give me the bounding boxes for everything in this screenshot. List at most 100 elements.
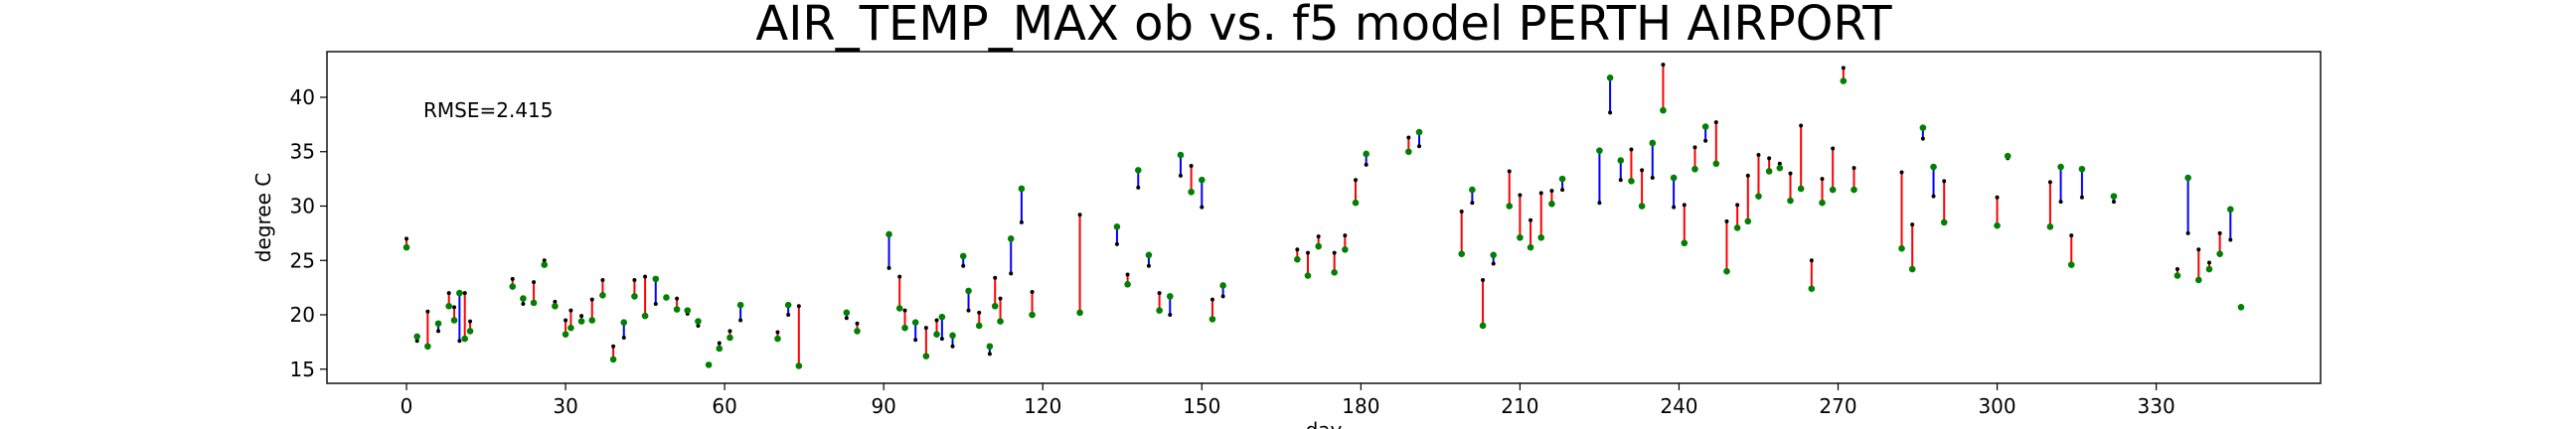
- ob-point: [684, 307, 692, 314]
- model-point: [1406, 135, 1411, 140]
- model-point: [1538, 191, 1543, 196]
- ob-point: [2227, 206, 2234, 214]
- ob-point: [1188, 188, 1195, 196]
- ob-point: [1548, 201, 1555, 208]
- ob-point: [2067, 261, 2075, 268]
- model-point: [2206, 260, 2211, 265]
- ob-point: [1596, 147, 1603, 154]
- ob-point: [1506, 203, 1514, 210]
- model-point: [961, 263, 966, 268]
- model-point: [1910, 222, 1915, 227]
- ob-point: [2057, 163, 2064, 171]
- y-tick-label: 20: [290, 303, 315, 327]
- ob-point: [1134, 167, 1142, 174]
- ob-point: [1723, 267, 1730, 275]
- model-point: [1077, 213, 1082, 217]
- ob-point: [843, 309, 851, 317]
- ob-point: [716, 345, 724, 353]
- ob-point: [1113, 223, 1121, 230]
- ob-point: [541, 261, 549, 268]
- model-point: [468, 319, 473, 324]
- x-tick-label: 270: [1819, 394, 1856, 418]
- ob-point: [1315, 242, 1322, 250]
- y-tick-label: 30: [290, 195, 315, 218]
- model-point: [2217, 230, 2222, 235]
- ob-point: [562, 331, 569, 339]
- model-point: [923, 326, 928, 331]
- model-point: [1703, 138, 1708, 143]
- model-point: [1852, 166, 1856, 171]
- ob-point: [1294, 255, 1301, 263]
- ob-point: [1712, 160, 1720, 168]
- ob-point: [1177, 151, 1185, 159]
- model-point: [717, 341, 722, 346]
- ob-point: [1797, 185, 1805, 193]
- model-point: [452, 305, 457, 310]
- ob-point: [1166, 293, 1174, 300]
- model-point: [2174, 267, 2179, 272]
- model-point: [2185, 230, 2190, 235]
- x-tick-label: 240: [1660, 394, 1697, 418]
- ob-point: [1018, 185, 1026, 193]
- model-point: [1899, 170, 1904, 175]
- ob-point: [631, 293, 638, 300]
- model-point: [675, 296, 680, 301]
- ob-point: [1787, 197, 1794, 205]
- model-point: [414, 339, 419, 344]
- ob-point: [652, 275, 660, 283]
- model-point: [621, 336, 626, 341]
- ob-point: [726, 334, 733, 342]
- model-point: [1343, 233, 1348, 238]
- model-point: [1920, 136, 1925, 141]
- ob-point: [641, 312, 649, 320]
- ob-point: [2078, 165, 2086, 173]
- ob-point: [1755, 193, 1762, 200]
- model-point: [404, 236, 409, 241]
- model-point: [1209, 297, 1214, 302]
- ob-point: [1649, 139, 1657, 147]
- model-point: [521, 302, 526, 307]
- model-point: [1618, 178, 1623, 183]
- model-point: [1316, 234, 1321, 239]
- ob-point: [599, 291, 606, 299]
- model-point: [632, 277, 637, 282]
- ob-point: [1765, 168, 1773, 175]
- model-point: [1777, 161, 1782, 166]
- ob-point: [1681, 239, 1689, 247]
- ob-point: [1660, 106, 1667, 114]
- model-point: [1364, 162, 1368, 167]
- model-point: [2079, 195, 2084, 200]
- model-point: [1518, 193, 1523, 198]
- ob-point: [530, 299, 538, 307]
- ob-point: [1331, 269, 1338, 276]
- x-tick-label: 150: [1183, 394, 1220, 418]
- ob-point: [933, 331, 940, 339]
- ob-point: [695, 318, 702, 325]
- model-point: [1030, 290, 1035, 295]
- ob-point: [959, 252, 967, 260]
- model-point: [1995, 195, 2000, 200]
- x-tick-label: 300: [1978, 394, 2015, 418]
- model-point: [1354, 178, 1359, 183]
- ob-point: [2205, 265, 2213, 273]
- model-point: [1009, 271, 1014, 276]
- ob-point: [1638, 203, 1646, 210]
- ob-point: [567, 324, 574, 332]
- model-point: [600, 277, 605, 282]
- ob-point: [975, 322, 983, 330]
- model-point: [1682, 203, 1687, 208]
- ob-point: [1628, 178, 1635, 185]
- model-point: [532, 280, 537, 285]
- model-point: [1168, 313, 1173, 318]
- ob-point: [1076, 309, 1083, 317]
- model-point: [727, 329, 732, 334]
- ob-point: [1819, 199, 1826, 207]
- model-point: [1200, 205, 1205, 210]
- ob-point: [1733, 224, 1741, 231]
- ob-point: [620, 319, 628, 326]
- ob-point: [1405, 148, 1412, 156]
- ob-point: [784, 301, 792, 309]
- model-point: [1459, 209, 1464, 214]
- ob-point: [1701, 123, 1709, 130]
- ob-point: [450, 317, 458, 324]
